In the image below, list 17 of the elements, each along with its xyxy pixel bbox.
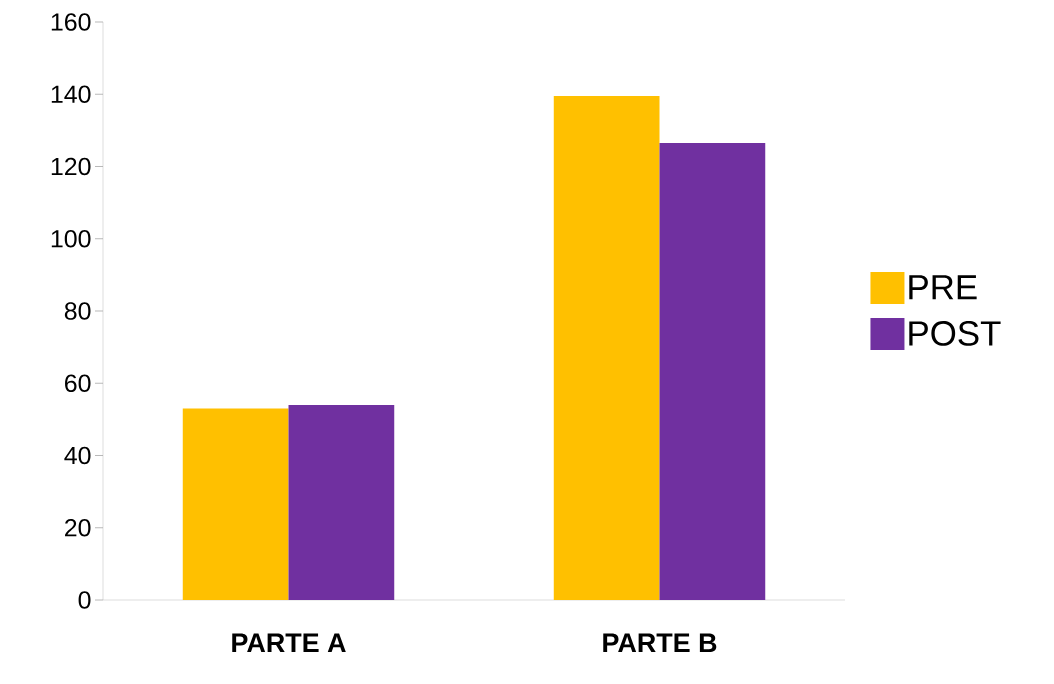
- y-tick-label: 120: [51, 157, 91, 176]
- bar: [182, 408, 289, 600]
- y-tick-label: 80: [64, 302, 91, 320]
- y-tick-label: 20: [65, 518, 91, 537]
- x-tick-label: PARTE A: [232, 633, 346, 653]
- bar: [659, 143, 766, 600]
- legend-label: PRE: [909, 275, 977, 300]
- y-tick-label: 60: [65, 374, 91, 393]
- bar: [553, 96, 660, 600]
- y-tick-label: 0: [78, 591, 91, 609]
- x-tick-label: PARTE B: [603, 633, 717, 653]
- y-tick-label: 140: [51, 85, 91, 104]
- y-tick-label: 100: [51, 229, 91, 248]
- y-tick-label: 40: [64, 446, 91, 465]
- bar: [288, 404, 395, 600]
- y-tick-label: 160: [51, 13, 91, 31]
- legend-label: POST: [909, 321, 1001, 346]
